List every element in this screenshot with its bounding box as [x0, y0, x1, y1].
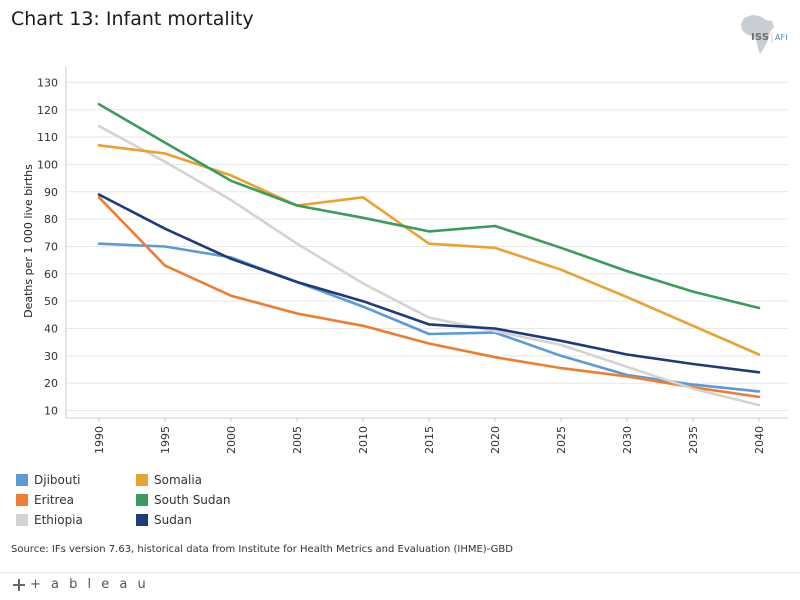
legend-swatch: [16, 494, 28, 506]
africa-shape: [741, 15, 774, 54]
series-line-eritrea: [97, 196, 761, 399]
tableau-wordmark: + a b l e a u: [30, 577, 149, 592]
logo-sub: AFI: [774, 33, 788, 42]
legend-label: Somalia: [154, 473, 203, 487]
series-line-djibouti: [97, 242, 761, 393]
y-tick-label: 120: [37, 104, 58, 117]
y-tick-label: 40: [44, 323, 58, 336]
x-tick-label: 2010: [357, 426, 370, 454]
x-tick-label: 2000: [225, 426, 238, 454]
legend-swatch: [16, 514, 28, 526]
chart-title: Chart 13: Infant mortality: [11, 8, 254, 30]
y-tick-label: 110: [37, 131, 58, 144]
legend-label: Sudan: [154, 513, 192, 527]
x-tick-label: 2040: [753, 426, 766, 454]
legend-item-ethiopia[interactable]: Ethiopia: [16, 511, 83, 529]
africa-map-icon: [741, 15, 774, 54]
y-tick-label: 50: [44, 295, 58, 308]
series-line-south-sudan: [97, 103, 761, 310]
y-tick-label: 130: [37, 76, 58, 89]
x-tick-label: 2025: [555, 426, 568, 454]
legend: Djibouti Eritrea Ethiopia Somalia South Suda…: [16, 471, 276, 535]
x-tick-label: 2035: [687, 426, 700, 454]
x-tick-label: 2005: [291, 426, 304, 454]
iss-afi-logo: ISS|AFI: [751, 32, 788, 43]
legend-swatch: [136, 474, 148, 486]
legend-label: Djibouti: [34, 473, 81, 487]
y-tick-label: 60: [44, 268, 58, 281]
legend-item-somalia[interactable]: Somalia: [136, 471, 202, 489]
legend-swatch: [16, 474, 28, 486]
tableau-plus-icon: [13, 578, 25, 591]
legend-item-djibouti[interactable]: Djibouti: [16, 471, 81, 489]
footer-divider: [0, 572, 800, 573]
legend-label: Eritrea: [34, 493, 74, 507]
x-tick-label: 1995: [159, 426, 172, 454]
legend-swatch: [136, 514, 148, 526]
y-tick-label: 90: [44, 186, 58, 199]
x-tick-label: 1990: [93, 426, 106, 454]
y-tick-label: 70: [44, 240, 58, 253]
legend-label: Ethiopia: [34, 513, 83, 527]
y-tick-label: 80: [44, 213, 58, 226]
source-note: Source: IFs version 7.63, historical dat…: [11, 544, 513, 555]
legend-label: South Sudan: [154, 493, 231, 507]
y-tick-label: 10: [44, 405, 58, 418]
y-tick-label: 100: [37, 158, 58, 171]
legend-item-south-sudan[interactable]: South Sudan: [136, 491, 231, 509]
y-axis-title: Deaths per 1 000 live births: [22, 164, 35, 318]
x-tick-label: 2030: [621, 426, 634, 454]
x-tick-label: 2015: [423, 426, 436, 454]
logo-main: ISS: [751, 32, 770, 43]
legend-item-sudan[interactable]: Sudan: [136, 511, 192, 529]
legend-swatch: [136, 494, 148, 506]
series-line-sudan: [97, 193, 761, 374]
x-tick-label: 2020: [489, 426, 502, 454]
y-tick-label: 30: [44, 350, 58, 363]
legend-item-eritrea[interactable]: Eritrea: [16, 491, 74, 509]
y-tick-label: 20: [44, 377, 58, 390]
series-line-ethiopia: [97, 124, 761, 407]
logo-separator: |: [770, 32, 774, 43]
tableau-logo[interactable]: + a b l e a u: [12, 577, 149, 592]
